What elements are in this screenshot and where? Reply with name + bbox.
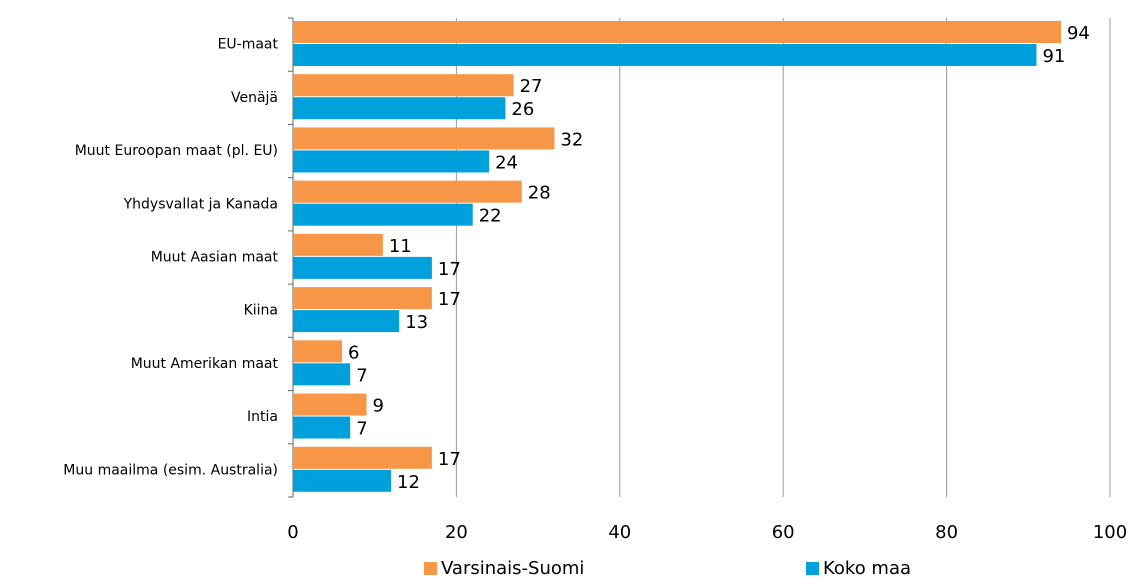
bar (293, 469, 392, 492)
data-label: 17 (438, 289, 461, 310)
x-tick-label: 40 (608, 522, 631, 543)
data-label: 7 (356, 419, 367, 440)
bar (293, 310, 400, 333)
bar (293, 363, 351, 386)
bar (293, 256, 432, 279)
data-label: 24 (495, 152, 518, 173)
bar (293, 127, 555, 150)
category-label: Muut Amerikan maat (131, 356, 279, 372)
category-label: Kiina (244, 303, 278, 319)
bar (293, 393, 367, 416)
bar (293, 340, 343, 363)
category-label: EU-maat (218, 37, 279, 53)
category-label: Muu maailma (esim. Australia) (63, 462, 278, 478)
data-label: 12 (397, 472, 420, 493)
category-label: Yhdysvallat ja Kanada (123, 196, 278, 212)
data-label: 22 (479, 206, 502, 227)
bar (293, 203, 473, 226)
x-tick-label: 100 (1093, 522, 1127, 543)
legend-swatch (424, 562, 437, 575)
data-label: 11 (389, 236, 412, 257)
legend-label: Koko maa (823, 558, 911, 579)
bar (293, 74, 514, 97)
x-tick-label: 80 (935, 522, 958, 543)
data-label: 17 (438, 449, 461, 470)
x-tick-label: 20 (445, 522, 468, 543)
bar (293, 233, 383, 256)
legend-label: Varsinais-Suomi (441, 558, 584, 579)
data-label: 26 (511, 99, 534, 120)
data-label: 32 (560, 129, 583, 150)
data-label: 27 (520, 76, 543, 97)
data-label: 17 (438, 259, 461, 280)
bar (293, 416, 351, 439)
data-label: 91 (1042, 46, 1065, 67)
data-label: 9 (373, 396, 384, 417)
category-label: Muut Euroopan maat (pl. EU) (75, 143, 278, 159)
bar (293, 150, 490, 173)
data-label: 94 (1067, 23, 1090, 44)
x-tick-label: 60 (772, 522, 795, 543)
bar (293, 287, 432, 310)
data-label: 6 (348, 342, 359, 363)
bar (293, 446, 432, 469)
data-label: 28 (528, 183, 551, 204)
data-label: 7 (356, 365, 367, 386)
x-tick-label: 0 (287, 522, 298, 543)
legend-swatch (806, 562, 819, 575)
category-label: Venäjä (231, 90, 278, 106)
category-label: Intia (247, 409, 278, 425)
category-label: Muut Aasian maat (151, 250, 279, 266)
data-label: 13 (405, 312, 428, 333)
bar (293, 180, 522, 203)
bar (293, 97, 506, 120)
bar (293, 21, 1061, 43)
bar (293, 44, 1037, 66)
